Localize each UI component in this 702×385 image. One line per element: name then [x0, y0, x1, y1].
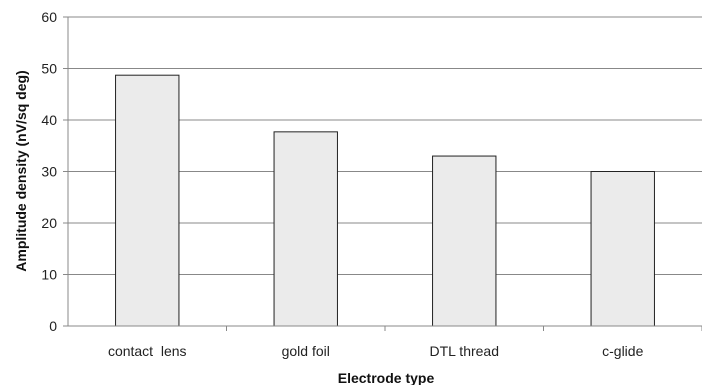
- x-tick-label: c-glide: [602, 343, 643, 359]
- y-tick-label: 40: [41, 112, 57, 128]
- bar-1: [273, 131, 338, 327]
- x-axis-title: Electrode type: [338, 370, 435, 385]
- x-tick-label: contact lens: [108, 343, 187, 359]
- bar-2: [432, 155, 497, 327]
- y-tick-label: 0: [49, 318, 57, 334]
- x-tick-label: DTL thread: [429, 343, 499, 359]
- y-axis-title: Amplitude density (nV/sq deg): [13, 70, 29, 271]
- bar-3: [590, 171, 655, 327]
- y-tick-labels: 0 10 20 30 40 50 60: [41, 9, 57, 334]
- bar-0: [115, 74, 180, 327]
- x-tick-label: gold foil: [282, 343, 330, 359]
- x-tick-labels: contact lens gold foil DTL thread c-glide: [108, 343, 644, 359]
- y-tick-label: 50: [41, 61, 57, 77]
- axes: [63, 16, 702, 331]
- y-tick-label: 20: [41, 215, 57, 231]
- bars: [115, 74, 655, 327]
- y-tick-label: 10: [41, 267, 57, 283]
- y-tick-label: 60: [41, 9, 57, 25]
- y-tick-label: 30: [41, 164, 57, 180]
